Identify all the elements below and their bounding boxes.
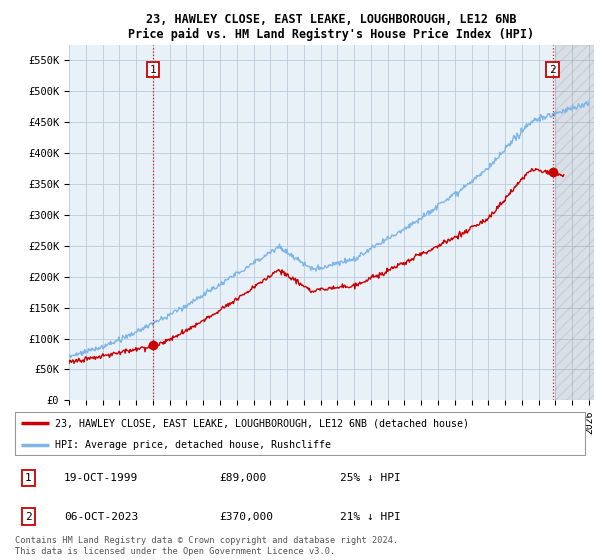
- Text: Contains HM Land Registry data © Crown copyright and database right 2024.
This d: Contains HM Land Registry data © Crown c…: [15, 536, 398, 556]
- Text: 25% ↓ HPI: 25% ↓ HPI: [340, 473, 401, 483]
- Text: 2: 2: [549, 64, 556, 74]
- Bar: [556, 45, 594, 400]
- Text: 21% ↓ HPI: 21% ↓ HPI: [340, 512, 401, 521]
- Text: 19-OCT-1999: 19-OCT-1999: [64, 473, 138, 483]
- Text: £89,000: £89,000: [220, 473, 266, 483]
- Title: 23, HAWLEY CLOSE, EAST LEAKE, LOUGHBOROUGH, LE12 6NB
Price paid vs. HM Land Regi: 23, HAWLEY CLOSE, EAST LEAKE, LOUGHBOROU…: [128, 13, 535, 41]
- Text: 23, HAWLEY CLOSE, EAST LEAKE, LOUGHBOROUGH, LE12 6NB (detached house): 23, HAWLEY CLOSE, EAST LEAKE, LOUGHBOROU…: [55, 418, 469, 428]
- Text: 1: 1: [149, 64, 156, 74]
- Text: 06-OCT-2023: 06-OCT-2023: [64, 512, 138, 521]
- Text: 1: 1: [25, 473, 32, 483]
- Text: 2: 2: [25, 512, 32, 521]
- FancyBboxPatch shape: [15, 412, 585, 455]
- Text: £370,000: £370,000: [220, 512, 274, 521]
- Text: HPI: Average price, detached house, Rushcliffe: HPI: Average price, detached house, Rush…: [55, 440, 331, 450]
